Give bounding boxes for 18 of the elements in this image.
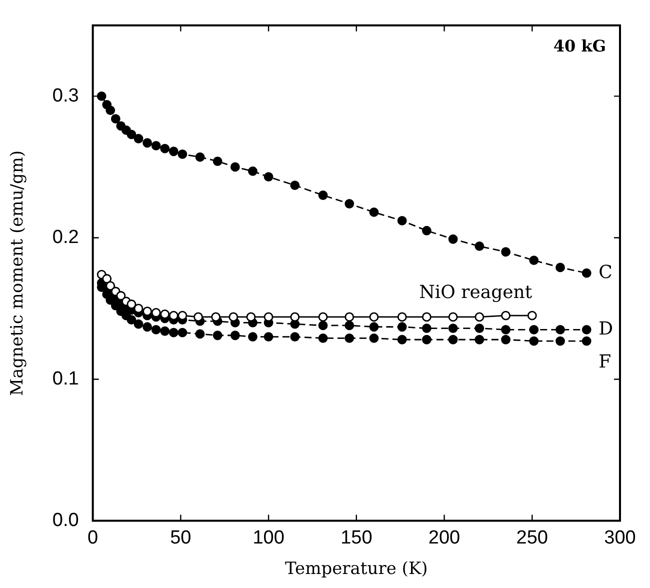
x-tick-label: 200: [428, 527, 460, 548]
y-tick-label: 0.2: [52, 226, 79, 248]
x-tick-label: 50: [170, 527, 192, 548]
x-tick-label: 250: [516, 527, 548, 548]
annotation: 40 kG: [553, 36, 606, 56]
series-label: F: [598, 352, 612, 373]
y-tick-label: 0.0: [52, 510, 79, 532]
x-tick-label: 150: [340, 527, 372, 548]
y-tick-label: 0.3: [52, 85, 79, 106]
series-label: D: [598, 318, 614, 340]
x-tick-label: 0: [88, 527, 98, 548]
y-axis-title: Magnetic moment (emu/gm): [8, 150, 28, 396]
x-axis-title: Temperature (K): [285, 559, 428, 580]
x-tick-label: 100: [252, 527, 284, 548]
series-label: C: [598, 262, 612, 283]
x-tick-label: 300: [604, 527, 636, 548]
series-label: NiO reagent: [419, 282, 533, 304]
y-tick-label: 0.1: [52, 368, 79, 390]
